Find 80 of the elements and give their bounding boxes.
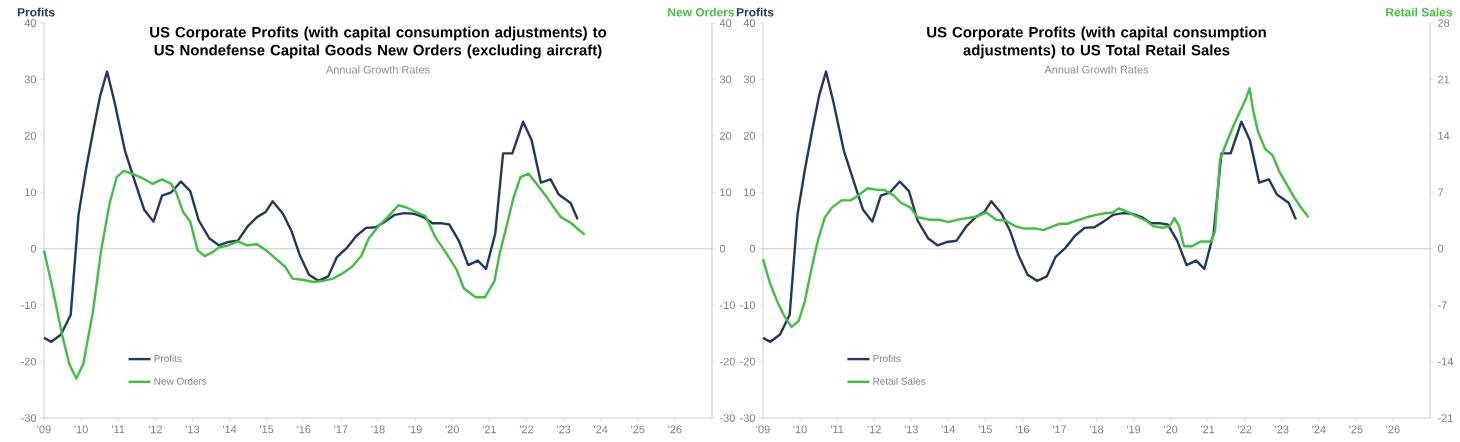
legend-label: New Orders [154, 377, 207, 385]
y2-tick-label: -7 [1438, 301, 1447, 309]
y-tick-label: -30 [21, 414, 37, 422]
y2-tick-label: 0 [719, 244, 726, 253]
x-tick-label: '18 [371, 425, 385, 434]
x-tick-label: '25 [631, 425, 645, 434]
x-tick-label: '19 [1126, 425, 1141, 434]
x-tick-label: '14 [941, 425, 956, 434]
x-tick-label: '20 [1164, 425, 1178, 434]
y-tick-label: -10 [21, 301, 37, 310]
y-tick-label: -20 [21, 357, 37, 366]
y2-tick-label: 20 [720, 131, 732, 140]
x-tick-label: '09 [756, 425, 770, 434]
y2-tick-label: -10 [720, 301, 735, 310]
x-tick-label: '09 [37, 425, 51, 434]
x-tick-label: '23 [1275, 425, 1289, 434]
x-tick-label: '13 [185, 425, 200, 434]
y2-tick-label: 14 [1438, 132, 1450, 140]
y2-axis-title: New Orders [668, 7, 734, 17]
y-axis-title: Profits [736, 7, 774, 17]
x-tick-label: '10 [74, 425, 88, 434]
x-tick-label: '21 [482, 425, 496, 434]
y-tick-label: -30 [740, 414, 756, 422]
y-tick-label: 10 [744, 188, 756, 197]
y-tick-label: 20 [743, 131, 756, 140]
x-tick-label: '10 [793, 425, 807, 434]
x-tick-label: '15 [978, 425, 993, 434]
y2-tick-label: 0 [1437, 244, 1444, 253]
legend-label: Profits [873, 354, 901, 363]
x-tick-label: '18 [1089, 425, 1104, 434]
text: Annual Growth Rates [1044, 65, 1149, 74]
y2-axis-title: Retail Sales [1386, 7, 1452, 17]
y2-tick-label: -30 [720, 414, 735, 422]
x-tick-label: '26 [1386, 425, 1400, 434]
x-tick-label: '25 [1349, 425, 1363, 434]
y2-tick-label: -20 [720, 357, 735, 366]
y2-tick-label: 28 [1438, 19, 1450, 27]
x-tick-label: '26 [668, 425, 682, 434]
x-tick-label: '12 [148, 425, 162, 434]
y2-tick-label: -14 [1438, 357, 1454, 366]
legend-label: Profits [154, 354, 182, 363]
x-tick-label: '12 [867, 425, 881, 434]
y2-tick-label: 7 [1438, 188, 1444, 197]
y-tick-label: 40 [24, 19, 37, 27]
x-tick-label: '13 [904, 425, 918, 434]
y-axis-title: Profits [17, 7, 55, 17]
x-tick-label: '16 [297, 425, 311, 434]
x-tick-label: '11 [830, 425, 844, 434]
y-tick-label: 30 [743, 75, 756, 84]
x-tick-label: '14 [222, 425, 237, 434]
y2-tick-label: -21 [1438, 414, 1453, 422]
y-tick-label: 10 [25, 188, 37, 197]
y2-tick-label: 10 [720, 188, 732, 197]
y-tick-label: -20 [740, 357, 756, 366]
text: Annual Growth Rates [325, 65, 430, 74]
x-tick-label: '19 [408, 425, 422, 434]
text: US Corporate Profits (with capital consumption adjustments) to US Total Retail Sales [927, 26, 1266, 59]
x-tick-label: '15 [260, 425, 274, 434]
x-tick-label: '22 [1238, 425, 1252, 434]
x-tick-label: '21 [1201, 425, 1215, 434]
legend-label: Retail Sales [873, 377, 926, 385]
x-tick-label: '16 [1015, 425, 1030, 434]
y2-tick-label: 30 [719, 75, 732, 84]
y2-tick-label: 40 [719, 19, 732, 27]
y-tick-label: 40 [743, 19, 756, 27]
y-tick-label: 20 [24, 131, 37, 140]
x-tick-label: '17 [1052, 425, 1067, 434]
y-tick-label: 0 [749, 244, 756, 253]
x-tick-label: '22 [519, 425, 534, 434]
x-tick-label: '11 [112, 425, 125, 434]
y2-tick-label: 21 [1438, 75, 1450, 84]
y-tick-label: 0 [30, 244, 37, 253]
x-tick-label: '24 [1312, 425, 1326, 434]
x-tick-label: '20 [445, 425, 459, 434]
y-tick-label: -10 [740, 301, 756, 310]
text: US Corporate Profits (with capital consumption adjustments) to US Nondefense Capital Goods New Orders (excluding aircraft) [150, 26, 607, 59]
x-tick-label: '24 [594, 425, 608, 434]
x-tick-label: '23 [556, 425, 571, 434]
y-tick-label: 30 [24, 75, 37, 84]
x-tick-label: '17 [334, 425, 348, 434]
